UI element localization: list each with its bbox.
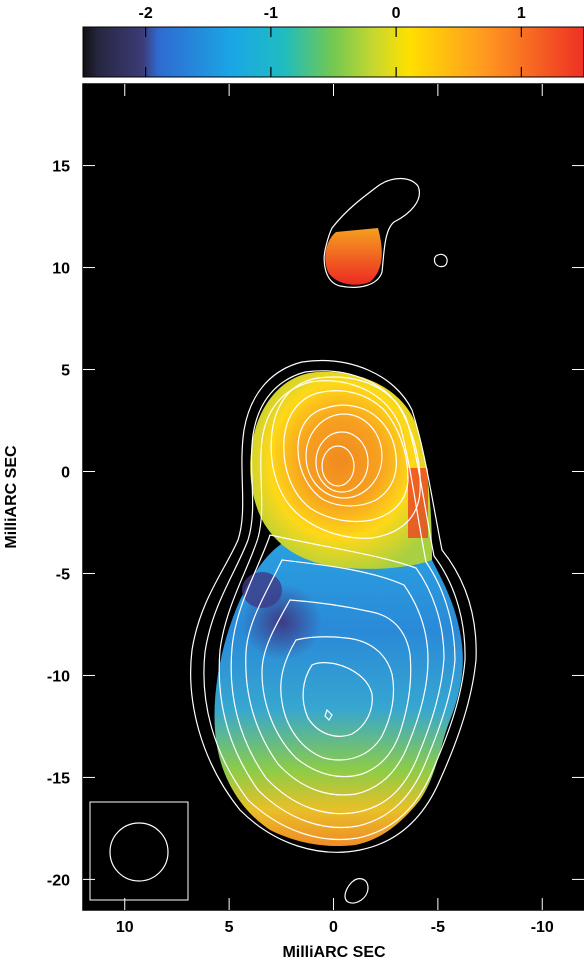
x-tick-label: 0 [329,919,338,936]
core-contour-1 [270,376,421,539]
y-axis-tick-labels: 15 10 5 0 -5 -10 -15 -20 [47,159,70,890]
y-tick-label: 10 [52,261,70,278]
contour-4 [230,534,445,815]
x-tick-label: -5 [431,919,445,936]
colorbar: -2 -1 0 1 [82,5,584,78]
y-tick-label: 15 [52,159,70,176]
contour-7 [280,636,395,761]
axis-ticks [83,84,584,910]
outer-contour [190,360,477,853]
contour-lines [190,177,477,904]
x-axis-label: MilliARC SEC [282,944,386,961]
x-axis-tick-labels: 10 5 0 -5 -10 [116,919,554,936]
core-contour-4 [305,413,383,499]
contour-small-knot [324,708,333,721]
contour-6 [261,599,412,778]
core-contour-6 [321,445,355,487]
northern-emission [325,228,382,285]
colorbar-tick-label: -2 [139,5,153,22]
x-tick-label: 10 [116,919,134,936]
core-emission [250,371,432,569]
colorbar-tick-label: -1 [264,5,278,22]
beam-indicator [89,801,189,901]
colorbar-tick-label: 1 [517,5,526,22]
beam-box [89,801,189,901]
core-contour-2 [283,390,409,523]
emission-map [214,228,463,847]
northern-small-contour [433,253,448,268]
contour-3 [218,380,456,829]
y-tick-label: -5 [56,566,70,583]
southern-small-contour [344,878,369,904]
core-contour-3 [297,404,397,507]
contour-5 [245,559,429,796]
contour-8 [302,662,373,737]
northern-contour [323,177,420,288]
y-tick-label: -10 [47,668,70,685]
contour-2 [203,370,466,841]
y-tick-label: -15 [47,770,70,787]
y-tick-label: 5 [61,363,70,380]
plot-area: 10 5 0 -5 -10 15 10 5 0 -5 -10 -15 -20 [47,83,584,936]
x-tick-label: 5 [225,919,234,936]
y-axis-label: MilliARC SEC [3,445,20,549]
colorbar-gradient [82,26,584,78]
y-tick-label: 0 [61,465,70,482]
colorbar-tick-label: 0 [392,5,401,22]
core-contour-5 [315,431,369,493]
y-tick-label: -20 [47,872,70,889]
x-tick-label: -10 [531,919,554,936]
colorbar-ticks: -2 -1 0 1 [139,5,526,77]
beam-ellipse [109,822,169,882]
